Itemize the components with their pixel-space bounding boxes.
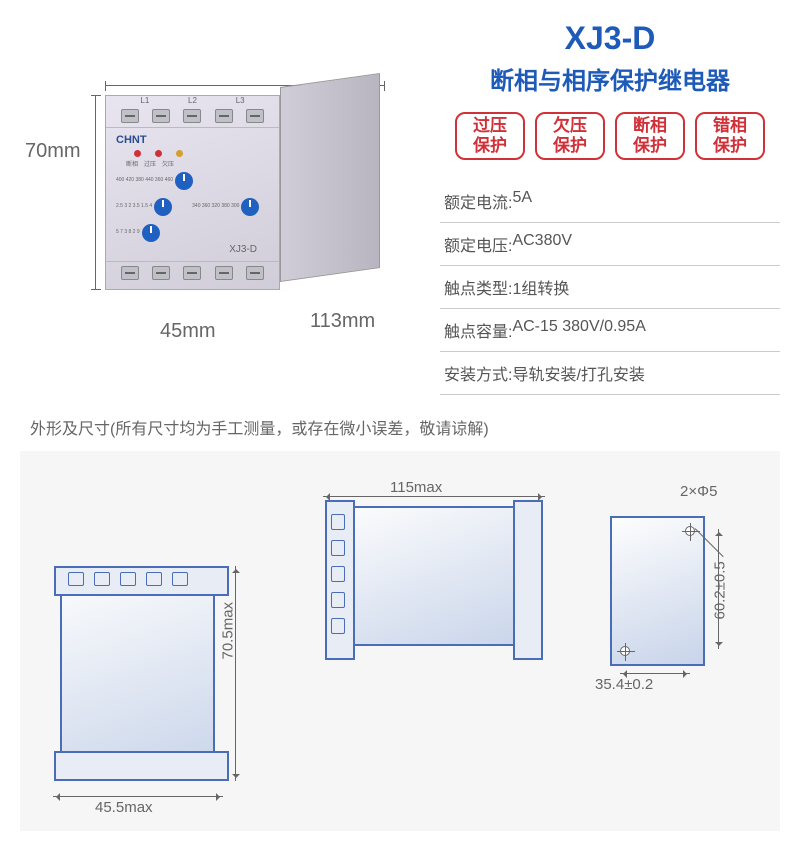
terminal [152,266,170,280]
mounting-hole [685,526,695,536]
spec-row: 额定电流: 5A [440,180,780,223]
phase-l3: L3 [236,96,245,105]
dim-label-60-2: 60.2±0.5 [712,561,729,619]
badge-phase-loss: 断相 保护 [615,112,685,160]
spec-row: 触点容量: AC-15 380V/0.95A [440,309,780,352]
terminal [121,109,139,123]
terminal [246,109,264,123]
dim-height-label: 70mm [25,140,81,163]
dim-line-45-5 [53,796,223,797]
spec-value: AC380V [512,232,572,256]
dim-line-70-5 [235,566,236,781]
diagram-terminals-top [68,572,188,586]
phase-labels: L1 L2 L3 [106,96,279,105]
diagram2-body [325,506,543,646]
led-row [134,150,269,157]
title-model: XJ3-D [440,20,780,57]
diagram-terminals-right [523,514,537,634]
diagram-terminals-bottom [68,761,188,775]
dial-ov-delay: 2.5 3 2 3.5 1.5 4 [116,198,172,216]
dim-label-hole: 2×Φ5 [680,483,717,500]
top-terminals [106,105,279,128]
spec-label: 触点容量: [444,318,512,342]
phase-l1: L1 [140,96,149,105]
product-image: L1 L2 L3 CHNT [105,95,390,315]
adjustment-dials: 400 420 380 440 360 460 2.5 3 2 3.5 1.5 … [116,172,269,242]
led-undervoltage [176,150,183,157]
protection-badges: 过压 保护 欠压 保护 断相 保护 错相 保护 [440,112,780,160]
spec-value: AC-15 380V/0.95A [512,318,645,342]
bottom-terminals [106,261,279,284]
dial-knob [175,172,193,190]
dim-label-70-5: 70.5max [220,602,237,660]
dial-uv-delay: 5 7 3 8 2 9 [116,224,160,242]
top-section: 70mm L1 L2 L3 CHNT [0,0,800,405]
model-on-device: XJ3-D [116,244,269,255]
dim-label-45-5: 45.5max [95,799,153,816]
led-phase-loss [134,150,141,157]
spec-value: 5A [512,189,532,213]
dial-knob [241,198,259,216]
dim-height-line [95,95,96,290]
led-overvoltage [155,150,162,157]
terminal [152,109,170,123]
spec-label: 安装方式: [444,361,512,385]
diagram-terminals-left [331,514,345,634]
dial-knob [154,198,172,216]
device-side-face [280,73,380,282]
dim-depth-label: 113mm [310,310,375,333]
brand-logo: CHNT [116,134,269,146]
phase-l2: L2 [188,96,197,105]
dim-line-35-4 [620,673,690,674]
terminal [246,266,264,280]
bottom-title: 外形及尺寸(所有尺寸均为手工测量，或存在微小误差，敬请谅解) [20,415,780,439]
diagram-side-view [325,506,543,646]
spec-value: 导轨安装/打孔安装 [512,361,644,385]
spec-label: 额定电压: [444,232,512,256]
badge-phase-error: 错相 保护 [695,112,765,160]
device-front-face: L1 L2 L3 CHNT [105,95,280,290]
diagram-mounting [610,516,705,666]
terminal [215,266,233,280]
info-panel: XJ3-D 断相与相序保护继电器 过压 保护 欠压 保护 断相 保护 错相 保护… [420,20,780,395]
spec-row: 安装方式: 导轨安装/打孔安装 [440,352,780,395]
dial-ov-value: 400 420 380 440 360 460 [116,172,193,190]
badge-undervoltage: 欠压 保护 [535,112,605,160]
spec-row: 额定电压: AC380V [440,223,780,266]
dim-width-label: 45mm [160,320,216,343]
dial-knob [142,224,160,242]
terminal [215,109,233,123]
bottom-section: 外形及尺寸(所有尺寸均为手工测量，或存在微小误差，敬请谅解) 70.5max 4… [0,405,800,851]
spec-label: 触点类型: [444,275,512,299]
mounting-hole [620,646,630,656]
diagram3-body [610,516,705,666]
front-panel: CHNT 断相 过压 欠压 400 420 380 440 360 460 [106,128,279,261]
spec-value: 1组转换 [512,275,569,299]
terminal [183,109,201,123]
diagram-front-view [60,566,260,796]
terminal [183,266,201,280]
led-labels: 断相 过压 欠压 [126,159,269,168]
dim-label-35-4: 35.4±0.2 [595,676,653,693]
spec-label: 额定电流: [444,189,512,213]
terminal [121,266,139,280]
title-subtitle: 断相与相序保护继电器 [440,61,780,96]
spec-row: 触点类型: 1组转换 [440,266,780,309]
product-dimensioned-view: 70mm L1 L2 L3 CHNT [20,20,420,395]
diagram1-body [60,566,215,781]
badge-overvoltage: 过压 保护 [455,112,525,160]
dim-line-115 [323,496,545,497]
dial-uv-value: 340 360 320 380 300 [192,198,259,216]
dim-label-115: 115max [390,479,442,496]
dimension-diagrams: 70.5max 45.5max 115max 2×Φ5 60.2±0.5 [20,451,780,831]
